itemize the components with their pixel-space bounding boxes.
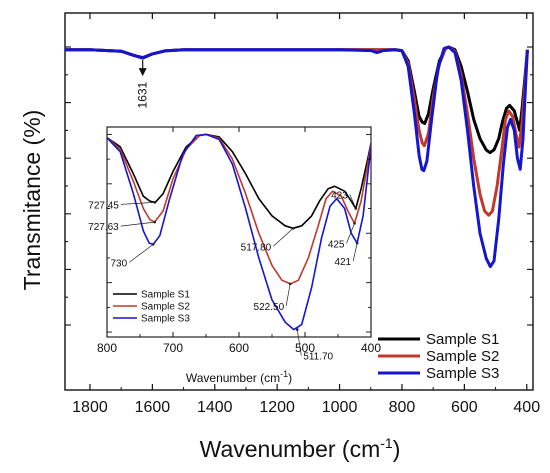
main-x-tick-label: 1000 — [322, 399, 358, 416]
inset-y-axis-ticks — [107, 133, 371, 333]
inset-annotation-label: 421 — [334, 257, 351, 268]
inset-annotation-leader — [349, 194, 357, 209]
inset-annotation-label: 425 — [328, 239, 345, 250]
main-x-tick-label: 1600 — [135, 399, 171, 416]
main-x-tick-label: 1400 — [197, 399, 233, 416]
inset-annotation-point — [153, 201, 157, 204]
inset-annotation-point — [291, 226, 295, 230]
main-legend-label: Sample S3 — [426, 365, 499, 382]
inset-annotation-label: 517.80 — [241, 242, 272, 253]
inset-annotation-leader — [273, 228, 294, 247]
main-x-axis-ticks: 1800 1600 1400 1200 1000 800 600 400 — [72, 13, 540, 416]
inset-annotation-point — [151, 243, 155, 246]
main-x-tick-label: 800 — [389, 399, 416, 416]
main-x-axis-title: Wavenumber (cm-1) — [200, 435, 401, 462]
main-annotation-label: 1631 — [136, 81, 150, 108]
main-annotation-arrowhead — [138, 68, 147, 77]
main-x-tick-label: 1800 — [72, 399, 108, 416]
inset-annotations: 727.45 727.63 730 517.80 522.50 511.70 423 425 4… — [88, 191, 359, 363]
inset-annotation-label: 423 — [331, 191, 348, 202]
main-x-tick-label: 600 — [451, 399, 478, 416]
main-legend-label: Sample S2 — [426, 348, 499, 365]
main-y-axis-ticks — [65, 46, 533, 326]
inset-annotation-point — [355, 241, 359, 245]
inset-series-line-3 — [107, 133, 371, 331]
inset-series-line-1 — [107, 133, 371, 230]
inset-x-tick-label: 500 — [295, 341, 315, 355]
main-y-axis-title: Transmitance (%) — [19, 110, 45, 291]
inset-annotation-label: 730 — [111, 258, 128, 269]
inset-annotation-leader — [120, 221, 155, 227]
inset-series-line-2 — [107, 133, 371, 285]
inset-annotation-point — [354, 207, 358, 210]
inset-x-axis-title-superscript: -1 — [280, 369, 288, 379]
inset-x-axis-title: Wavenumber (cm-1) — [186, 369, 292, 385]
main-legend-label: Sample S1 — [426, 331, 499, 348]
inset-x-tick-label: 800 — [97, 341, 117, 355]
inset-annotation-label: 511.70 — [303, 352, 333, 363]
main-series-line-3 — [65, 45, 529, 269]
inset-annotation-leader — [120, 202, 155, 205]
inset-legend-label: Sample S3 — [141, 314, 190, 325]
inset-annotation-label: 522.50 — [254, 302, 285, 313]
inset-annotation-point — [288, 282, 292, 286]
inset-annotation-point — [295, 328, 299, 331]
inset-legend-label: Sample S2 — [141, 302, 190, 313]
inset-annotation-label: 727.45 — [88, 200, 119, 211]
inset-series-group — [107, 133, 371, 331]
inset-annotation-leader — [285, 283, 291, 306]
inset-legend-label: Sample S1 — [141, 290, 190, 301]
inset-annotation-point — [353, 222, 356, 225]
inset-annotation-label: 727.63 — [88, 222, 119, 233]
inset-x-tick-label: 600 — [229, 341, 249, 355]
inset-annotation-point — [153, 220, 157, 224]
main-x-tick-label: 1200 — [259, 399, 295, 416]
inset-x-tick-label: 700 — [163, 341, 183, 355]
main-x-tick-label: 400 — [513, 399, 540, 416]
inset-x-axis-ticks: 800 700 600 500 400 — [97, 127, 381, 355]
inset-annotation-leader — [352, 243, 358, 262]
main-x-axis-title-superscript: -1 — [380, 435, 393, 451]
inset-annotation-leader — [346, 223, 355, 244]
inset-x-tick-label: 400 — [361, 341, 381, 355]
main-series-group — [65, 45, 529, 269]
main-annotations: 1631 — [136, 60, 150, 108]
inset-annotation-leader — [296, 329, 302, 356]
inset-annotation-leader — [128, 244, 154, 263]
